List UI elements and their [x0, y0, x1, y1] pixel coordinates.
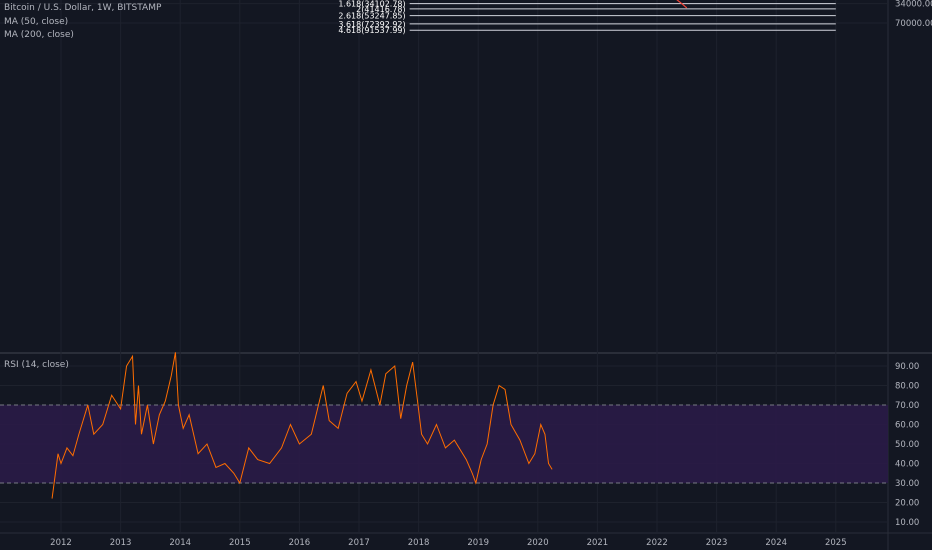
rsi-tick-label: 10.00 [895, 518, 919, 528]
rsi-line [51, 352, 553, 499]
x-tick-label: 2016 [289, 538, 311, 548]
x-tick-label: 2024 [765, 538, 787, 548]
rsi-tick-label: 30.00 [895, 479, 919, 489]
rsi-line [51, 352, 553, 499]
fib-level-label: 2.618(53247.85) [338, 12, 405, 21]
x-tick-label: 2021 [587, 538, 609, 548]
y-tick-label: 34000.00 [895, 0, 932, 10]
rsi-tick-label: 20.00 [895, 499, 919, 509]
legend-ma50[interactable]: MA (50, close) [4, 17, 69, 27]
x-tick-label: 2017 [348, 538, 370, 548]
chart-title: Bitcoin / U.S. Dollar, 1W, BITSTAMP [4, 3, 162, 13]
legend-ma200[interactable]: MA (200, close) [4, 30, 74, 40]
x-tick-label: 2025 [825, 538, 847, 548]
rsi-tick-label: 60.00 [895, 421, 919, 431]
rsi-tick-label: 50.00 [895, 440, 919, 450]
x-tick-label: 2012 [50, 538, 72, 548]
x-tick-label: 2020 [527, 538, 549, 548]
rsi-tick-label: 70.00 [895, 401, 919, 411]
x-tick-label: 2022 [646, 538, 668, 548]
x-tick-label: 2014 [169, 538, 191, 548]
fib-level-label: 2(41416.78) [356, 5, 406, 14]
y-tick-label: 70000.00 [895, 19, 932, 29]
x-tick-label: 2013 [110, 538, 132, 548]
x-tick-label: 2015 [229, 538, 251, 548]
fibonacci-levels[interactable]: 0(3156.05)0.618(14957.71)1(22271.13)1.61… [338, 0, 836, 35]
rsi-title[interactable]: RSI (14, close) [4, 360, 69, 370]
x-tick-label: 2023 [706, 538, 728, 548]
fib-level-label: 3.618(72392.92) [338, 20, 405, 29]
rsi-tick-label: 40.00 [895, 460, 919, 470]
rsi-tick-label: 90.00 [895, 362, 919, 372]
x-tick-label: 2019 [467, 538, 489, 548]
x-tick-label: 2018 [408, 538, 430, 548]
fib-level-label: 1.618(34102.78) [338, 0, 405, 9]
rsi-tick-label: 80.00 [895, 382, 919, 392]
fib-level-label: 4.618(91537.99) [338, 26, 405, 35]
